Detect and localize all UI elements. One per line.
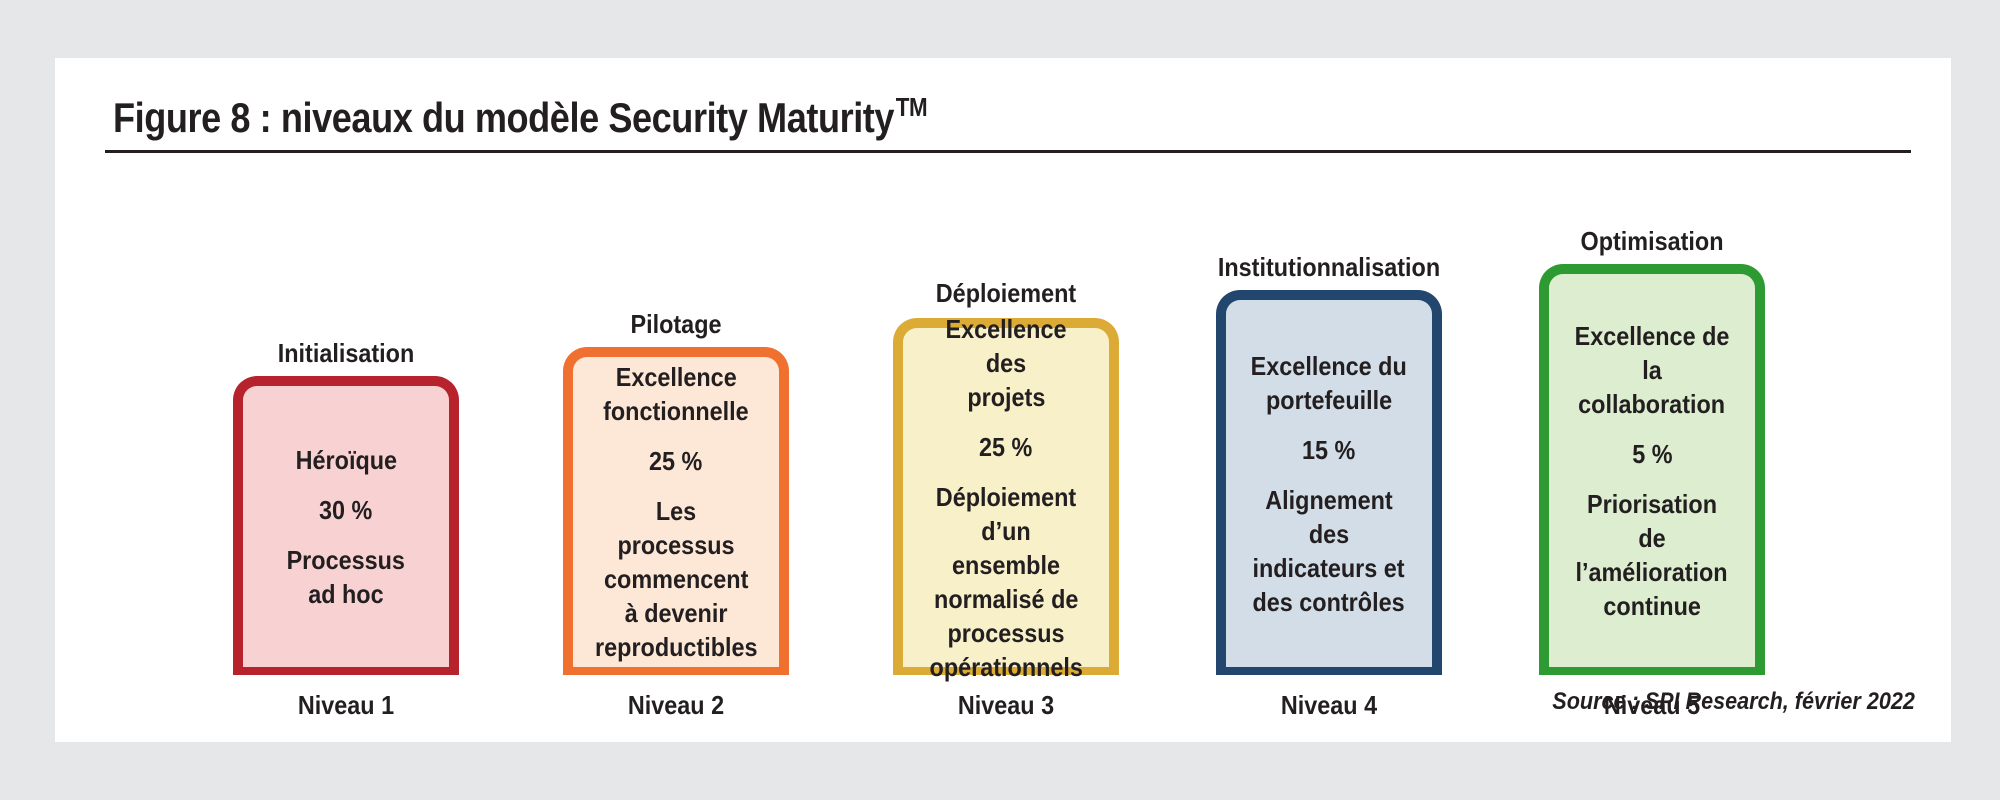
level-heading-line: fonctionnelle [603, 396, 749, 426]
level-box: Héroïque 30 % Processus ad hoc [233, 376, 459, 675]
source-note: Source : SPI Research, février 2022 [1552, 688, 1915, 715]
stage-label: Optimisation [1580, 226, 1724, 256]
level-number: Niveau 2 [627, 690, 725, 720]
level-description-line: normalisé de [933, 583, 1079, 614]
level-box: Excellence des projets 25 % Déploiement … [893, 314, 1119, 682]
level-description-line: d’un ensemble [952, 515, 1060, 580]
level-percent: 25 % [649, 446, 703, 476]
maturity-level-5: Optimisation Excellence de la collaborat… [1539, 192, 1765, 720]
figure-card: Figure 8 : niveaux du modèle Security Ma… [55, 58, 1951, 742]
level-description-line: l’amélioration [1575, 556, 1729, 587]
trademark-superscript: TM [895, 92, 928, 122]
level-heading-line: collaboration [1578, 388, 1726, 419]
maturity-level-3: Déploiement Excellence des projets 25 % … [893, 192, 1119, 720]
level-percent: 5 % [1631, 438, 1673, 469]
level-number: Niveau 3 [957, 690, 1055, 720]
level-description-line: à devenir [624, 598, 728, 628]
level-heading-line: Excellence des [945, 313, 1067, 378]
level-description-line: Priorisation de [1586, 488, 1718, 553]
maturity-level-1: Initialisation Héroïque 30 % Processus a… [233, 192, 459, 720]
level-heading-line: Excellence de la [1574, 320, 1730, 385]
title-divider [105, 150, 1911, 153]
level-box: Excellence fonctionnelle 25 % Les proces… [563, 347, 789, 675]
level-number: Niveau 1 [297, 690, 395, 720]
level-heading-line: portefeuille [1265, 384, 1393, 415]
level-heading-line: Excellence du [1250, 350, 1408, 381]
level-number: Niveau 5 [1603, 690, 1701, 720]
maturity-level-2: Pilotage Excellence fonctionnelle 25 % L… [563, 192, 789, 720]
stage-label: Institutionnalisation [1217, 252, 1441, 282]
stage-label: Initialisation [277, 338, 415, 368]
level-box: Excellence du portefeuille 15 % Aligneme… [1216, 290, 1442, 675]
level-description-line: ad hoc [308, 578, 384, 609]
stage-label: Pilotage [630, 309, 722, 339]
level-heading-line: projets [966, 381, 1046, 412]
level-description-line: Processus [286, 544, 406, 575]
level-number: Niveau 4 [1280, 690, 1378, 720]
level-description-line: Les processus [617, 496, 735, 560]
level-description-line: commencent [603, 564, 749, 594]
level-description-line: continue [1603, 590, 1701, 621]
level-description-line: Alignement des [1265, 484, 1393, 549]
figure-title: Figure 8 : niveaux du modèle Security Ma… [113, 92, 928, 142]
maturity-level-4: Institutionnalisation Excellence du port… [1216, 192, 1442, 720]
level-description-line: reproductibles [594, 632, 758, 662]
level-description-line: indicateurs et [1252, 552, 1406, 583]
level-percent: 15 % [1302, 434, 1356, 465]
figure-title-text: Figure 8 : niveaux du modèle Security Ma… [113, 94, 895, 141]
level-heading-line: Excellence [615, 362, 737, 392]
level-description-line: processus [947, 617, 1065, 648]
level-description-line: opérationnels [929, 651, 1083, 682]
level-description-line: Déploiement [935, 481, 1077, 512]
level-heading-line: Héroïque [295, 444, 397, 475]
level-box: Excellence de la collaboration 5 % Prior… [1539, 264, 1765, 675]
level-description-line: des contrôles [1252, 586, 1406, 617]
level-percent: 30 % [319, 494, 373, 525]
stage-label: Déploiement [935, 278, 1077, 308]
level-percent: 25 % [979, 431, 1033, 462]
